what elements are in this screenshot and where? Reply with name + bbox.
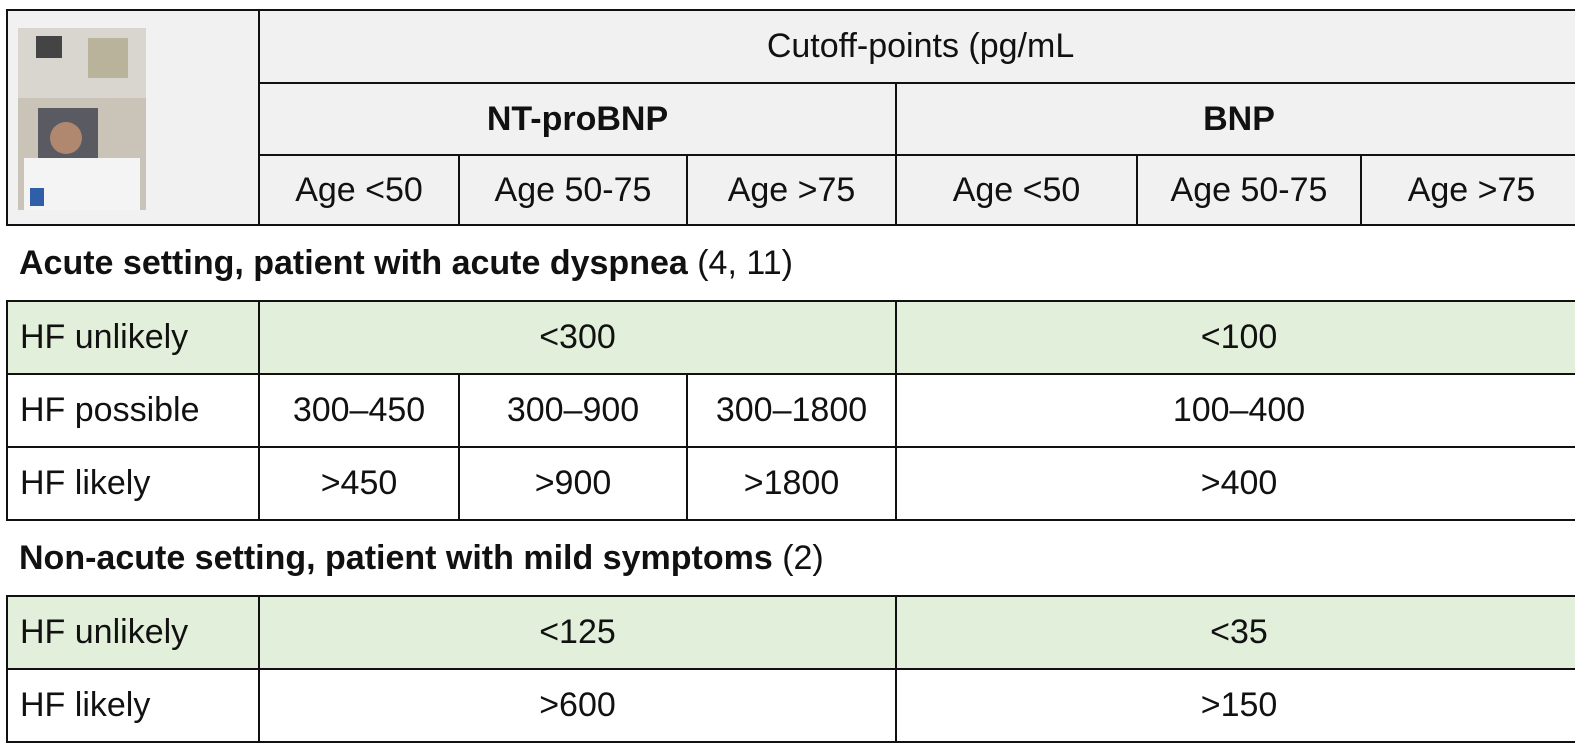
- page: Cutoff-points (pg/mL NT-proBNP BNP Age <…: [0, 0, 1575, 751]
- row-label: HF unlikely: [7, 301, 259, 374]
- marker-header: BNP: [896, 83, 1575, 155]
- cutoff-cell: >150: [896, 669, 1575, 742]
- section-title: Acute setting, patient with acute dyspne…: [7, 225, 1575, 301]
- group-header: Cutoff-points (pg/mL: [259, 10, 1575, 83]
- cutoff-cell: >1800: [687, 447, 896, 520]
- section-ref: (4, 11): [697, 244, 793, 282]
- age-header: Age <50: [896, 155, 1137, 225]
- cutoff-cell: >400: [896, 447, 1575, 520]
- cutoff-cell: 300–1800: [687, 374, 896, 447]
- age-header: Age <50: [259, 155, 459, 225]
- data-row: HF likely>450>900>1800>400: [7, 447, 1575, 520]
- age-header: Age >75: [1361, 155, 1575, 225]
- marker-header: NT-proBNP: [259, 83, 896, 155]
- row-label: HF unlikely: [7, 596, 259, 669]
- age-header: Age >75: [687, 155, 896, 225]
- data-row: HF likely>600>150: [7, 669, 1575, 742]
- cutoff-cell: <125: [259, 596, 896, 669]
- cutoff-cell: <100: [896, 301, 1575, 374]
- data-row: HF unlikely<125<35: [7, 596, 1575, 669]
- section-title: Non-acute setting, patient with mild sym…: [7, 520, 1575, 596]
- age-header: Age 50-75: [1137, 155, 1361, 225]
- row-label: HF likely: [7, 669, 259, 742]
- cutoff-cell: 300–900: [459, 374, 687, 447]
- section-name: Non-acute setting, patient with mild sym…: [19, 539, 773, 577]
- cutoff-cell: <300: [259, 301, 896, 374]
- cutoff-cell: 100–400: [896, 374, 1575, 447]
- section-row: Acute setting, patient with acute dyspne…: [7, 225, 1575, 301]
- section-ref: (2): [782, 539, 824, 577]
- photo-cell: [7, 10, 259, 225]
- cutoff-cell: <35: [896, 596, 1575, 669]
- section-name: Acute setting, patient with acute dyspne…: [19, 244, 688, 282]
- cutoff-cell: 300–450: [259, 374, 459, 447]
- cutoff-table: Cutoff-points (pg/mL NT-proBNP BNP Age <…: [6, 9, 1575, 743]
- cutoff-cell: >900: [459, 447, 687, 520]
- cutoff-cell: >450: [259, 447, 459, 520]
- patient-photo: [18, 28, 146, 210]
- cutoff-cell: >600: [259, 669, 896, 742]
- row-label: HF possible: [7, 374, 259, 447]
- row-label: HF likely: [7, 447, 259, 520]
- age-header: Age 50-75: [459, 155, 687, 225]
- section-row: Non-acute setting, patient with mild sym…: [7, 520, 1575, 596]
- data-row: HF unlikely<300<100: [7, 301, 1575, 374]
